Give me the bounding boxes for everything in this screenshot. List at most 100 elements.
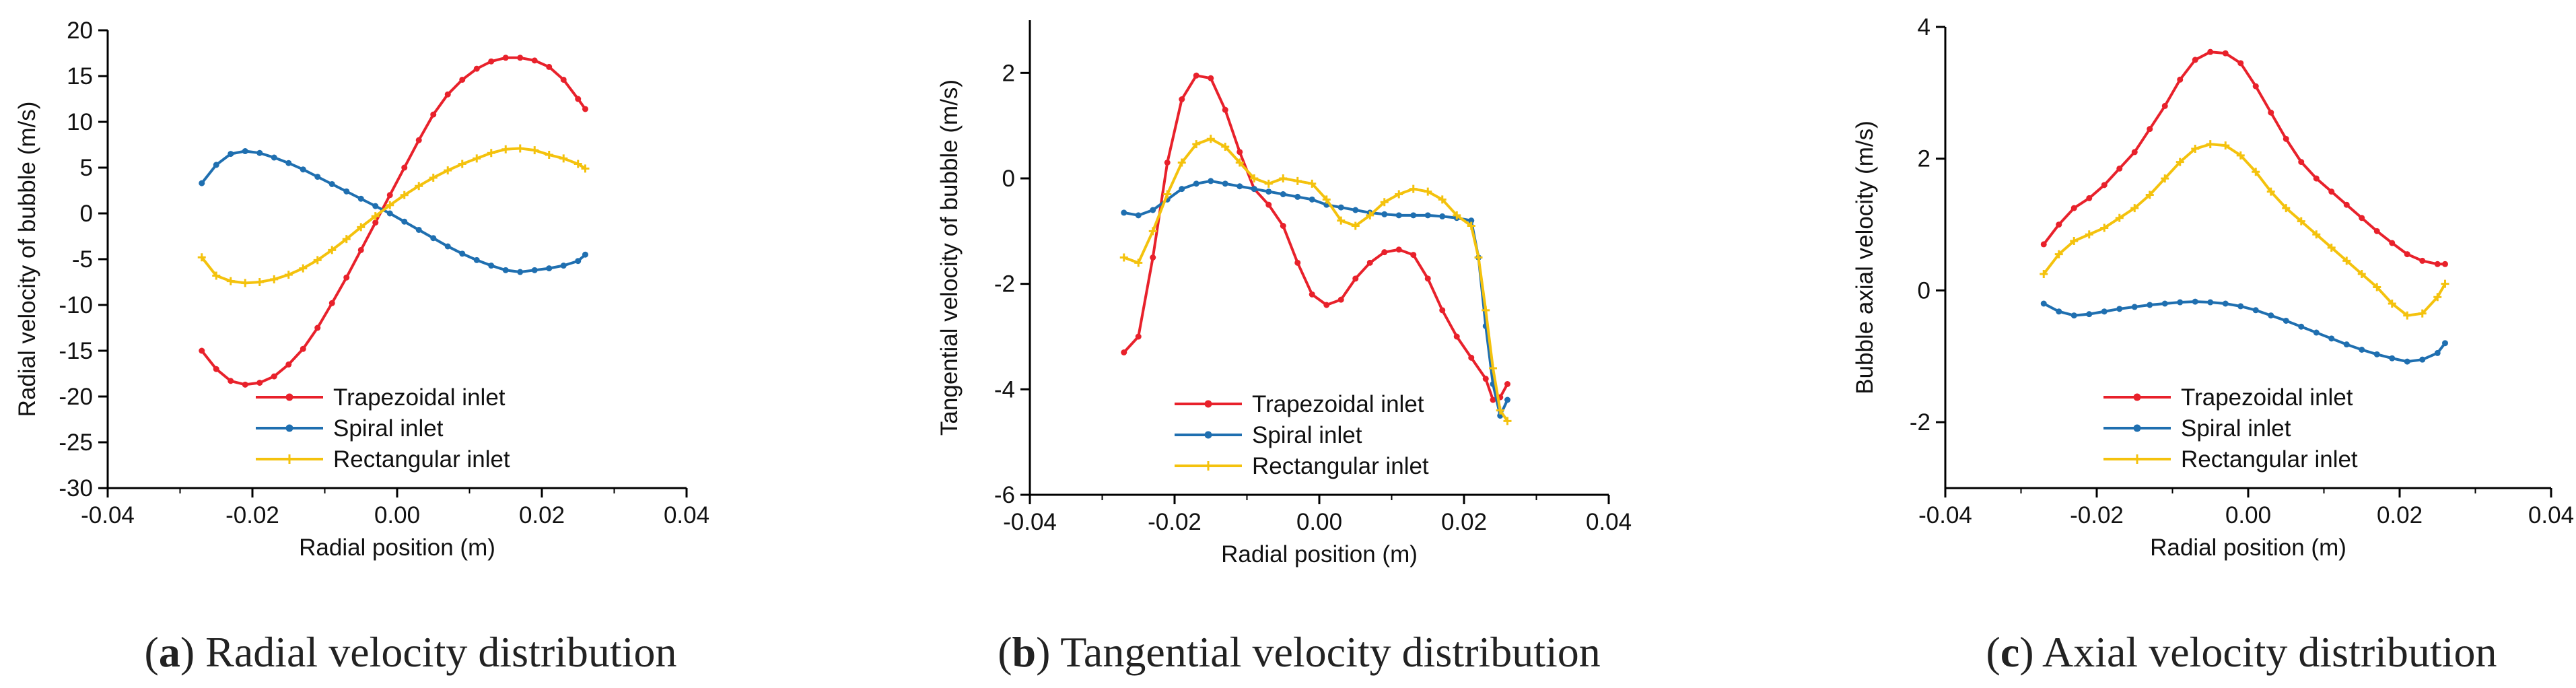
data-point bbox=[444, 166, 452, 175]
panel-caption: (b) Tangential velocity distribution bbox=[998, 628, 1601, 676]
data-point bbox=[1410, 212, 1417, 219]
data-point bbox=[2298, 323, 2305, 330]
x-axis-label: Radial position (m) bbox=[2150, 535, 2346, 561]
data-point bbox=[1135, 333, 1142, 340]
data-point bbox=[271, 373, 277, 380]
data-point bbox=[1467, 221, 1475, 230]
data-point bbox=[2359, 215, 2365, 221]
data-point bbox=[1424, 275, 1431, 282]
legend-label: Rectangular inlet bbox=[1252, 453, 1429, 479]
data-point bbox=[2297, 217, 2305, 226]
data-point bbox=[1251, 186, 1257, 193]
data-point bbox=[2161, 102, 2168, 109]
x-tick-label: -0.04 bbox=[81, 502, 135, 528]
caption-text: Axial velocity distribution bbox=[2034, 628, 2497, 676]
legend-marker bbox=[2133, 424, 2141, 432]
data-point bbox=[213, 366, 219, 372]
data-point bbox=[1221, 143, 1230, 151]
data-point bbox=[444, 91, 451, 98]
data-point bbox=[1381, 211, 1388, 217]
data-point bbox=[1177, 158, 1186, 167]
data-point bbox=[1424, 212, 1431, 219]
data-point bbox=[285, 160, 292, 166]
data-point bbox=[271, 154, 277, 161]
data-point bbox=[228, 378, 234, 384]
data-point bbox=[1265, 188, 1272, 195]
series-line bbox=[1123, 137, 1509, 422]
data-point bbox=[2192, 298, 2198, 305]
data-point bbox=[1489, 364, 1497, 372]
data-point bbox=[1264, 179, 1273, 188]
caption-close-paren: ) bbox=[1036, 628, 1050, 676]
data-point bbox=[2328, 335, 2335, 342]
data-point bbox=[1503, 417, 1512, 425]
data-point bbox=[1250, 174, 1259, 182]
data-point bbox=[2268, 312, 2274, 319]
data-point bbox=[1222, 180, 1228, 187]
data-point bbox=[573, 160, 582, 168]
data-point bbox=[2419, 356, 2426, 363]
data-point bbox=[2085, 230, 2093, 239]
data-point bbox=[1208, 178, 1214, 184]
data-point bbox=[1193, 180, 1199, 187]
data-point bbox=[2207, 48, 2214, 55]
y-tick-label: -30 bbox=[59, 475, 93, 502]
data-point bbox=[501, 145, 510, 153]
data-point bbox=[2101, 182, 2108, 188]
legend-marker bbox=[2132, 454, 2142, 464]
x-tick-label: 0.02 bbox=[2377, 502, 2423, 528]
panel-caption: (c) Axial velocity distribution bbox=[1986, 628, 2497, 676]
data-point bbox=[2175, 158, 2184, 166]
data-point bbox=[1206, 135, 1215, 143]
data-point bbox=[270, 275, 279, 283]
data-point bbox=[531, 267, 538, 273]
data-point bbox=[284, 271, 293, 279]
data-point bbox=[582, 106, 588, 112]
legend-label: Rectangular inlet bbox=[333, 446, 510, 473]
data-point bbox=[459, 76, 466, 83]
data-point bbox=[2328, 188, 2335, 195]
data-point bbox=[1134, 259, 1143, 267]
data-point bbox=[1352, 207, 1359, 213]
y-axis-label: Radial velocity of bubble (m/s) bbox=[14, 102, 40, 417]
data-point bbox=[2343, 341, 2350, 348]
data-point bbox=[314, 324, 321, 331]
data-point bbox=[357, 195, 364, 202]
data-point bbox=[1193, 72, 1199, 79]
data-point bbox=[2388, 300, 2396, 308]
data-point bbox=[2177, 299, 2184, 306]
data-point bbox=[517, 55, 524, 61]
caption-text: Tangential velocity distribution bbox=[1050, 628, 1600, 676]
data-point bbox=[357, 223, 365, 232]
data-point bbox=[2434, 349, 2441, 356]
data-point bbox=[2283, 317, 2289, 324]
data-point bbox=[1294, 193, 1301, 200]
series-trapezoidal-inlet bbox=[199, 55, 588, 388]
data-point bbox=[1424, 187, 1432, 196]
data-point bbox=[1351, 221, 1360, 230]
caption-letter: c bbox=[2000, 628, 2019, 676]
data-point bbox=[2147, 302, 2153, 308]
data-point bbox=[2116, 165, 2123, 172]
data-point bbox=[1279, 174, 1288, 182]
data-point bbox=[1208, 75, 1214, 81]
data-point bbox=[2040, 241, 2047, 248]
data-point bbox=[2313, 329, 2320, 336]
caption-close-paren: ) bbox=[2019, 628, 2033, 676]
data-point bbox=[1179, 96, 1185, 102]
data-point bbox=[328, 180, 335, 187]
data-point bbox=[400, 191, 409, 199]
x-tick-label: 0.04 bbox=[2528, 502, 2574, 528]
data-point bbox=[1410, 252, 1417, 259]
data-point bbox=[2147, 126, 2153, 133]
legend-marker bbox=[1204, 400, 1212, 408]
data-point bbox=[2054, 250, 2063, 259]
data-point bbox=[1474, 253, 1483, 262]
data-point bbox=[2252, 83, 2259, 90]
data-point bbox=[2342, 256, 2351, 265]
data-point bbox=[575, 258, 582, 265]
data-point bbox=[2441, 279, 2449, 288]
data-point bbox=[530, 146, 539, 155]
x-tick-label: -0.02 bbox=[1148, 509, 1202, 535]
data-point bbox=[2222, 50, 2229, 57]
